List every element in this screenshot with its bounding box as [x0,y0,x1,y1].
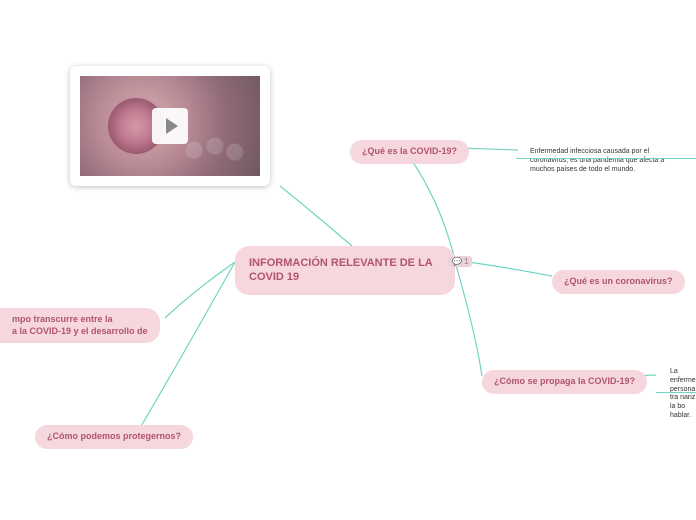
node-que-es-covid[interactable]: ¿Qué es la COVID-19? [350,140,469,164]
text-underline [516,158,696,159]
node-label: ¿Cómo podemos protegernos? [47,431,181,443]
node-como-propaga[interactable]: ¿Cómo se propaga la COVID-19? [482,370,647,394]
node-label: ¿Cómo se propaga la COVID-19? [494,376,635,388]
video-node[interactable] [70,66,270,186]
node-label: mpo transcurre entre la a la COVID-19 y … [12,314,148,337]
center-topic-label: INFORMACIÓN RELEVANTE DE LA COVID 19 [249,256,441,285]
cells-graphic [180,130,250,170]
video-thumbnail [80,76,260,176]
text-enfermedad: Enfermedad infecciosa causada por el cor… [518,142,696,180]
node-tiempo[interactable]: mpo transcurre entre la a la COVID-19 y … [0,308,160,343]
comment-icon: 💬 [452,257,462,266]
play-icon[interactable] [152,108,188,144]
node-label: ¿Qué es un coronavirus? [564,276,673,288]
center-topic[interactable]: INFORMACIÓN RELEVANTE DE LA COVID 19 [235,246,455,295]
node-como-proteger[interactable]: ¿Cómo podemos protegernos? [35,425,193,449]
text-propaga-detail: La enfermedad persona a tra nariz o la b… [658,362,696,427]
comment-badge[interactable]: 💬 1 [448,256,472,267]
comment-count: 1 [464,257,468,266]
text-underline [656,392,696,393]
text-content: La enfermedad persona a tra nariz o la b… [670,368,696,421]
node-que-es-coronavirus[interactable]: ¿Qué es un coronavirus? [552,270,685,294]
text-content: Enfermedad infecciosa causada por el cor… [530,148,684,174]
node-label: ¿Qué es la COVID-19? [362,146,457,158]
